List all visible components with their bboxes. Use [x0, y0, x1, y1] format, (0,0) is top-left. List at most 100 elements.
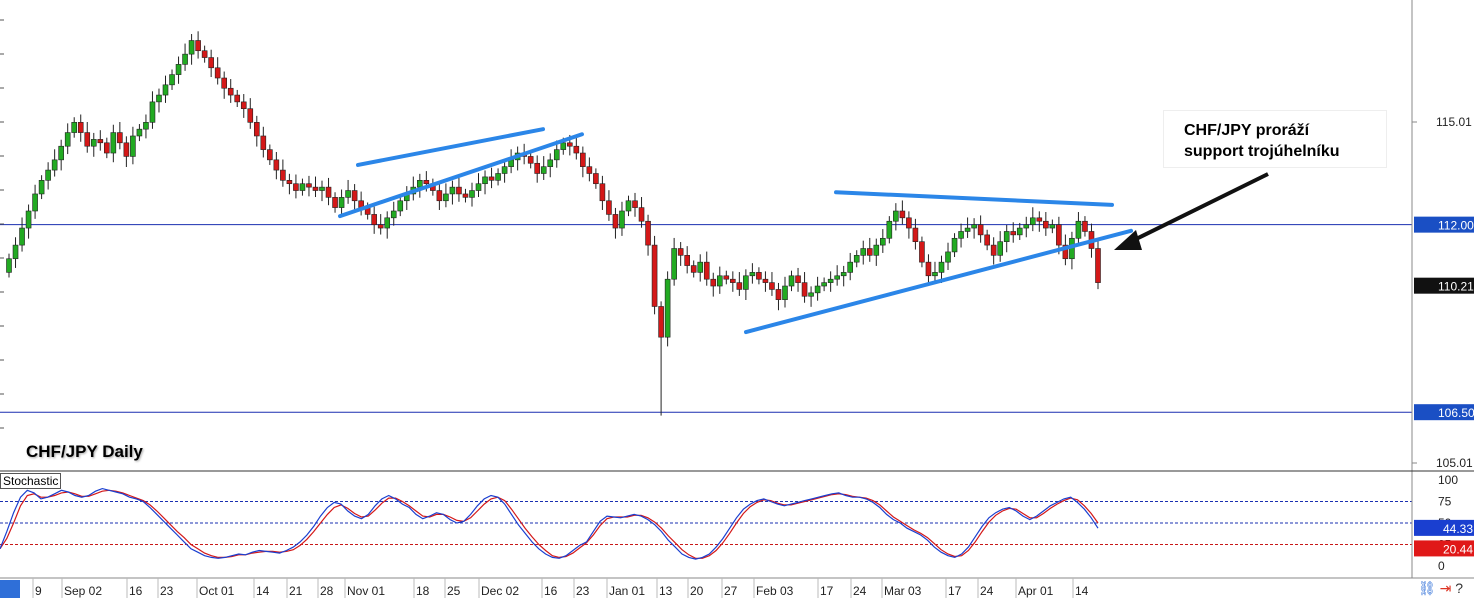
stochastic-label[interactable]: Stochastic [0, 473, 62, 489]
time-tick-label: 24 [980, 584, 994, 598]
candle-body [123, 142, 130, 157]
trendline [338, 132, 584, 219]
candle-body [260, 135, 267, 150]
candle-body [743, 275, 749, 290]
candle-body [19, 227, 25, 246]
candle-body [273, 159, 280, 171]
candle-body [756, 272, 762, 280]
candle-body [964, 227, 971, 232]
scroll-right-icon[interactable]: ⇥ [1439, 580, 1452, 596]
stoch-d-tag-box [1414, 540, 1474, 557]
price-tag-box [1414, 216, 1474, 233]
time-tick-label: 27 [724, 584, 738, 598]
toolbar-icons[interactable]: ⛓ ⇥ ? [1418, 580, 1474, 598]
candle-body [677, 248, 684, 256]
candle-body [71, 122, 78, 133]
candle-body [612, 214, 619, 229]
price-tag-box [1414, 277, 1474, 294]
time-tick-label: Oct 01 [199, 584, 235, 598]
candle-body [45, 169, 51, 181]
candle-body [345, 190, 351, 198]
candle-body [130, 135, 136, 157]
time-tick-label: Apr 01 [1018, 584, 1054, 598]
candle-body [840, 272, 847, 277]
candle-body [782, 285, 788, 300]
candle-body [827, 278, 834, 283]
candle-body [267, 149, 273, 161]
candle-body [1003, 231, 1010, 242]
candle-body [664, 278, 671, 338]
candle-body [821, 282, 827, 287]
candle-body [456, 186, 462, 195]
candle-body [573, 145, 580, 154]
candle-body [795, 275, 801, 283]
annotation-line-1: CHF/JPY proráží [1184, 122, 1310, 139]
help-icon[interactable]: ? [1455, 580, 1464, 596]
price-tag-label: 110.21 [1438, 280, 1474, 294]
time-tick-label: 17 [820, 584, 834, 598]
time-tick-label: 23 [160, 584, 174, 598]
candle-body [64, 132, 71, 147]
candle-body [716, 275, 723, 287]
candle-body [162, 84, 169, 96]
candle-body [1016, 227, 1023, 236]
candle-body [632, 200, 638, 208]
candle-body [580, 152, 586, 167]
candle-body [638, 207, 645, 222]
candle-body [253, 122, 260, 137]
candle-body [443, 193, 449, 202]
candle-body [710, 278, 717, 287]
candle-body [703, 261, 710, 280]
candle-body [814, 285, 821, 294]
candle-body [6, 258, 12, 273]
candle-body [417, 180, 423, 188]
candle-body [540, 166, 547, 174]
time-tick-label: 23 [576, 584, 590, 598]
time-tick-label: Feb 03 [756, 584, 794, 598]
candle-body [866, 248, 873, 256]
candle-body [567, 142, 573, 147]
candle-body [384, 217, 391, 229]
price-tag-label: 106.50 [1438, 406, 1474, 420]
candle-body [919, 241, 925, 263]
candle-body [195, 40, 201, 52]
candle-body [136, 128, 143, 137]
candle-body [221, 77, 227, 89]
candle-body [593, 173, 599, 185]
price-tag-box [1414, 404, 1474, 421]
annotation-box: CHF/JPY proráží support trojúhelníku [1163, 110, 1387, 168]
candle-body [149, 101, 156, 123]
candle-body [482, 176, 488, 185]
link-icon[interactable]: ⛓ [1418, 580, 1436, 596]
candle-body [280, 169, 286, 181]
menu-icon[interactable] [0, 580, 20, 598]
candle-body [599, 183, 606, 202]
candle-body [951, 237, 958, 253]
candle-body [977, 224, 984, 236]
time-tick-label: 24 [853, 584, 867, 598]
candle-body [932, 272, 938, 277]
time-tick-label: Sep 02 [64, 584, 102, 598]
candle-body [658, 306, 664, 338]
candle-body [1056, 224, 1062, 246]
candle-body [90, 139, 97, 147]
candle-body [423, 180, 430, 185]
price-pane [0, 31, 1412, 416]
candle-body [227, 87, 234, 96]
candle-body [143, 122, 149, 130]
time-tick-label: 14 [256, 584, 270, 598]
candle-body [182, 53, 188, 65]
candle-body [104, 142, 110, 154]
time-tick-label: Nov 01 [347, 584, 385, 598]
annotation-line-2: support trojúhelníku [1184, 143, 1340, 160]
candle-body [723, 275, 730, 280]
candle-body [1075, 220, 1082, 239]
candle-body [397, 200, 404, 212]
candle-body [847, 261, 854, 273]
candle-body [586, 166, 593, 174]
candle-body [990, 244, 997, 256]
candle-body [534, 162, 540, 174]
time-tick-label: Jan 01 [609, 584, 645, 598]
candle-body [1049, 224, 1056, 229]
candle-body [214, 67, 221, 79]
